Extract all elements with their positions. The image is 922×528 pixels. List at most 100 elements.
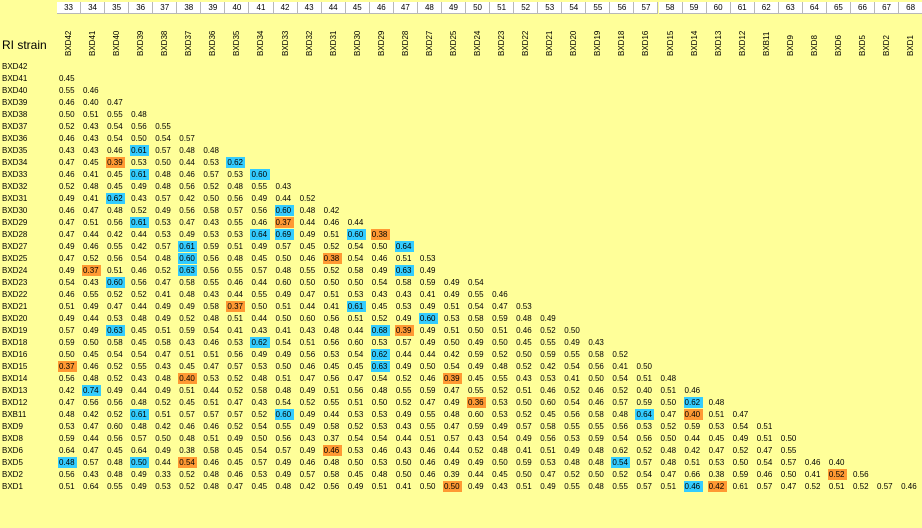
- correlation-value: 0.47: [83, 422, 99, 431]
- correlation-value: 0.51: [179, 350, 195, 359]
- column-strain-label: BXD34: [256, 30, 266, 56]
- correlation-value: 0.49: [347, 482, 364, 491]
- correlation-value: 0.49: [419, 266, 436, 275]
- correlation-value: 0.43: [83, 134, 99, 143]
- correlation-value: 0.56: [83, 398, 99, 407]
- correlation-value: 0.52: [492, 386, 508, 395]
- correlation-value: 0.50: [588, 374, 604, 383]
- correlation-value: 0.58: [179, 278, 195, 287]
- correlation-value: 0.48: [251, 374, 268, 383]
- correlation-value: 0.57: [780, 458, 797, 467]
- correlation-value: 0.49: [107, 386, 123, 395]
- ri-strain-title: RI strain: [2, 38, 47, 52]
- correlation-value: 0.45: [131, 326, 147, 335]
- correlation-value: 0.57: [203, 410, 219, 419]
- column-number: 62: [754, 2, 779, 14]
- correlation-value: 0.43: [83, 278, 99, 287]
- column-number: 50: [466, 2, 491, 14]
- correlation-value: 0.59: [419, 278, 436, 287]
- correlation-value: 0.41: [612, 362, 628, 371]
- correlation-value: 0.47: [59, 398, 75, 407]
- correlation-value: 0.47: [155, 278, 171, 287]
- correlation-value: 0.48: [203, 146, 219, 155]
- correlation-value: 0.51: [708, 410, 725, 419]
- correlation-value: 0.53: [251, 470, 268, 479]
- correlation-value: 0.47: [492, 302, 508, 311]
- correlation-value: 0.45: [347, 362, 364, 371]
- correlation-value: 0.51: [59, 482, 75, 491]
- correlation-value: 0.45: [468, 374, 484, 383]
- correlation-value: 0.55: [468, 386, 484, 395]
- correlation-value: 0.52: [827, 469, 847, 480]
- correlation-value: 0.49: [155, 386, 171, 395]
- column-strain-label: BXD14: [689, 30, 699, 56]
- correlation-value: 0.49: [564, 338, 580, 347]
- correlation-value: 0.52: [227, 374, 243, 383]
- correlation-value: 0.44: [347, 218, 364, 227]
- correlation-value: 0.46: [59, 98, 75, 107]
- correlation-value: 0.47: [83, 446, 99, 455]
- correlation-value: 0.48: [323, 458, 340, 467]
- correlation-value: 0.43: [203, 218, 219, 227]
- correlation-value: 0.55: [107, 242, 123, 251]
- correlation-value: 0.58: [323, 422, 340, 431]
- correlation-value: 0.50: [660, 434, 677, 443]
- correlation-value: 0.55: [612, 482, 628, 491]
- correlation-value: 0.53: [227, 230, 243, 239]
- column-number: 59: [682, 2, 707, 14]
- row-strain-label: BXD5: [2, 458, 23, 467]
- correlation-value: 0.48: [275, 386, 292, 395]
- correlation-value: 0.56: [275, 434, 292, 443]
- correlation-value: 0.43: [492, 482, 508, 491]
- correlation-value: 0.50: [442, 481, 462, 492]
- correlation-value: 0.53: [636, 422, 653, 431]
- correlation-value: 0.60: [275, 278, 292, 287]
- correlation-value: 0.54: [347, 254, 364, 263]
- correlation-value: 0.52: [804, 482, 821, 491]
- correlation-value: 0.45: [227, 458, 243, 467]
- correlation-value: 0.54: [756, 458, 773, 467]
- correlation-value: 0.48: [323, 326, 340, 335]
- correlation-value: 0.42: [107, 230, 123, 239]
- correlation-value: 0.43: [83, 470, 99, 479]
- correlation-value: 0.46: [83, 86, 99, 95]
- correlation-value: 0.49: [540, 314, 556, 323]
- correlation-value: 0.47: [660, 470, 677, 479]
- correlation-value: 0.52: [852, 482, 869, 491]
- correlation-value: 0.38: [179, 446, 195, 455]
- correlation-value: 0.50: [275, 254, 292, 263]
- correlation-value: 0.61: [178, 241, 198, 252]
- column-strain-label: BXD22: [521, 30, 531, 56]
- correlation-value: 0.49: [468, 362, 484, 371]
- column-number: 65: [826, 2, 851, 14]
- column-strain-label: BXD42: [64, 30, 73, 56]
- row-strain-label: BXD9: [2, 422, 23, 431]
- correlation-value: 0.60: [107, 422, 123, 431]
- correlation-value: 0.53: [203, 158, 219, 167]
- correlation-value: 0.55: [107, 110, 123, 119]
- correlation-value: 0.49: [179, 230, 195, 239]
- correlation-value: 0.49: [395, 410, 412, 419]
- correlation-value: 0.52: [564, 386, 580, 395]
- correlation-value: 0.54: [612, 434, 628, 443]
- row-strain-label: BXD8: [2, 434, 23, 443]
- column-number: 35: [105, 2, 130, 14]
- correlation-value: 0.55: [419, 422, 436, 431]
- correlation-value: 0.74: [82, 385, 102, 396]
- column-strain-label: BXD40: [112, 30, 122, 56]
- correlation-value: 0.56: [852, 470, 869, 479]
- correlation-value: 0.44: [323, 410, 340, 419]
- correlation-value: 0.57: [877, 482, 893, 491]
- correlation-value: 0.56: [203, 266, 219, 275]
- correlation-value: 0.58: [203, 302, 219, 311]
- correlation-value: 0.53: [371, 422, 388, 431]
- correlation-value: 0.44: [299, 218, 316, 227]
- row-strain-label: BXD22: [2, 290, 28, 299]
- correlation-value: 0.54: [251, 422, 268, 431]
- correlation-value: 0.54: [371, 278, 388, 287]
- correlation-value: 0.56: [588, 362, 604, 371]
- correlation-value: 0.52: [299, 398, 316, 407]
- correlation-value: 0.42: [323, 206, 340, 215]
- correlation-value: 0.54: [636, 470, 653, 479]
- correlation-value: 0.47: [107, 302, 123, 311]
